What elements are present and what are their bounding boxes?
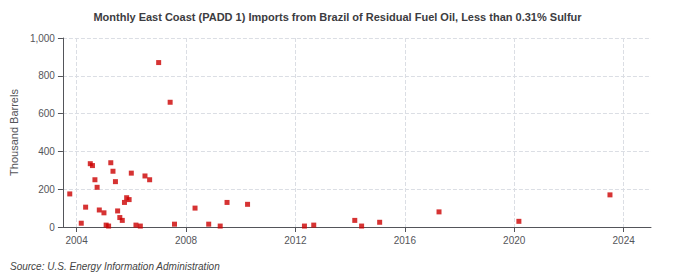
svg-text:200: 200 bbox=[38, 184, 55, 195]
svg-text:800: 800 bbox=[38, 70, 55, 81]
svg-text:600: 600 bbox=[38, 108, 55, 119]
svg-text:Thousand Barrels: Thousand Barrels bbox=[8, 89, 20, 176]
svg-text:2004: 2004 bbox=[65, 235, 88, 246]
svg-text:2012: 2012 bbox=[284, 235, 307, 246]
svg-text:2008: 2008 bbox=[175, 235, 198, 246]
svg-text:2016: 2016 bbox=[394, 235, 417, 246]
svg-text:2020: 2020 bbox=[503, 235, 526, 246]
svg-text:Source: U.S. Energy Informatio: Source: U.S. Energy Information Administ… bbox=[10, 261, 220, 272]
svg-text:2024: 2024 bbox=[613, 235, 636, 246]
svg-text:1,000: 1,000 bbox=[30, 33, 55, 44]
svg-text:Monthly East Coast (PADD 1) Im: Monthly East Coast (PADD 1) Imports from… bbox=[93, 11, 582, 23]
svg-text:0: 0 bbox=[49, 222, 55, 233]
svg-text:400: 400 bbox=[38, 146, 55, 157]
